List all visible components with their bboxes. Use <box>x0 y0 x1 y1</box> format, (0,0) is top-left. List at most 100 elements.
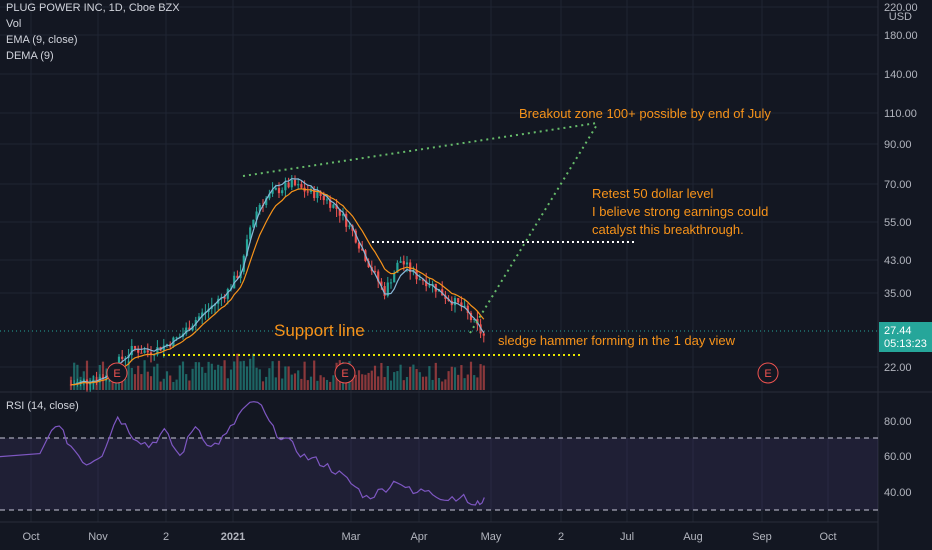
candle-body <box>402 261 405 265</box>
candle-body <box>69 384 73 386</box>
candle-body <box>335 204 338 209</box>
candle-body <box>409 262 412 273</box>
volume-bar <box>178 365 181 390</box>
earnings-marker-3[interactable]: E <box>757 362 779 384</box>
ema-line <box>71 188 485 386</box>
support-annotation[interactable]: Support line <box>274 321 365 340</box>
volume-bar <box>229 369 233 390</box>
volume-bar <box>146 371 149 390</box>
currency-label[interactable]: USD <box>889 11 912 23</box>
rsi-line <box>0 401 485 506</box>
candle-body <box>249 227 252 240</box>
volume-bar <box>153 366 156 390</box>
candle-body <box>367 261 370 268</box>
dema-line <box>70 177 485 386</box>
volume-bar <box>268 368 271 390</box>
candle-body <box>156 347 159 355</box>
volume-bar <box>447 371 450 390</box>
retest-annotation-line1[interactable]: Retest 50 dollar level <box>592 186 714 201</box>
candle-body <box>383 286 386 296</box>
candle-body <box>82 379 85 381</box>
volume-bar <box>143 360 146 390</box>
rsi-legend[interactable]: RSI (14, close) <box>6 400 79 412</box>
volume-bar <box>322 377 325 390</box>
earnings-label: E <box>113 368 120 380</box>
candle-body <box>133 345 137 349</box>
time-axis[interactable]: Oct Nov 2 2021 Mar Apr May 2 Jul Aug Sep Oct <box>22 531 836 543</box>
volume-bar <box>453 367 457 390</box>
candle-body <box>226 289 229 299</box>
volume-bar <box>457 374 460 390</box>
vol-legend[interactable]: Vol <box>6 18 22 30</box>
bar-countdown: 05:13:23 <box>884 338 927 350</box>
candle-body <box>146 350 149 353</box>
volume-bar <box>303 361 306 390</box>
candle-body <box>197 316 201 320</box>
volume-bar <box>188 380 191 390</box>
volume-bar <box>370 370 373 390</box>
volume-bar <box>373 365 377 390</box>
volume-bar <box>306 380 309 390</box>
volume-bar <box>105 376 108 390</box>
rsi-axis[interactable]: 80.00 60.00 40.00 <box>884 416 912 499</box>
candle-body <box>201 312 204 317</box>
breakout-projection-line[interactable] <box>469 122 599 334</box>
breakout-annotation[interactable]: Breakout zone 100+ possible by end of Ju… <box>519 106 771 121</box>
retest-annotation-line3[interactable]: catalyst this breakthrough. <box>592 222 744 237</box>
volume-bar <box>463 378 466 390</box>
volume-bar <box>239 361 242 390</box>
volume-bar <box>172 381 175 390</box>
volume-bar <box>421 376 425 390</box>
last-price-tag: 27.44 05:13:23 <box>879 322 932 352</box>
volume-bar <box>402 380 405 390</box>
candle-body <box>428 285 431 287</box>
symbol-title[interactable]: PLUG POWER INC, 1D, Cboe BZX <box>6 2 180 14</box>
volume-bar <box>159 381 162 390</box>
volume-bar <box>444 379 447 390</box>
rsi-legend-box: RSI (14, close) <box>6 398 79 414</box>
candle-body <box>252 219 255 228</box>
time-tick-label: Apr <box>410 531 427 543</box>
sledge-hammer-annotation[interactable]: sledge hammer forming in the 1 day view <box>498 333 736 348</box>
rsi-tick-label: 80.00 <box>884 416 912 428</box>
candle-body <box>380 281 383 287</box>
volume-bar <box>412 364 415 390</box>
earnings-label: E <box>341 368 348 380</box>
time-tick-label: Oct <box>819 531 836 543</box>
volume-bar <box>409 366 412 390</box>
candle-body <box>313 188 316 199</box>
earnings-marker-2[interactable]: E <box>334 362 356 384</box>
volume-bar <box>197 362 201 390</box>
grid <box>0 0 878 522</box>
candle-body <box>473 318 476 321</box>
volume-bar <box>220 366 223 390</box>
retest-annotation-line2[interactable]: I believe strong earnings could <box>592 204 768 219</box>
volume-bar <box>389 380 393 390</box>
volume-bar <box>450 366 453 390</box>
candle-body <box>386 282 389 296</box>
volume-bar <box>207 361 210 390</box>
candle-body <box>117 356 121 369</box>
volume-bar <box>415 369 418 390</box>
candle-body <box>236 275 239 279</box>
candle-body <box>277 188 281 194</box>
volume-bar <box>85 360 89 390</box>
volume-bar <box>428 366 431 390</box>
volume-bar <box>217 364 220 390</box>
earnings-marker-1[interactable]: E <box>106 362 128 384</box>
volume-bar <box>473 375 476 390</box>
price-tick-label: 70.00 <box>884 179 912 191</box>
price-axis[interactable]: 220.00 180.00 140.00 110.00 90.00 70.00 55.00 4… <box>884 2 918 374</box>
volume-bar <box>226 378 229 390</box>
volume-bar <box>287 366 290 390</box>
volume-bar <box>76 364 79 390</box>
volume-bar <box>210 363 213 390</box>
candle-body <box>121 356 124 359</box>
dema-legend[interactable]: DEMA (9) <box>6 50 54 62</box>
price-tick-label: 22.00 <box>884 362 912 374</box>
volume-bar <box>185 374 188 390</box>
candle-body <box>361 248 364 251</box>
volume-bar <box>111 380 114 390</box>
ema-legend[interactable]: EMA (9, close) <box>6 34 78 46</box>
